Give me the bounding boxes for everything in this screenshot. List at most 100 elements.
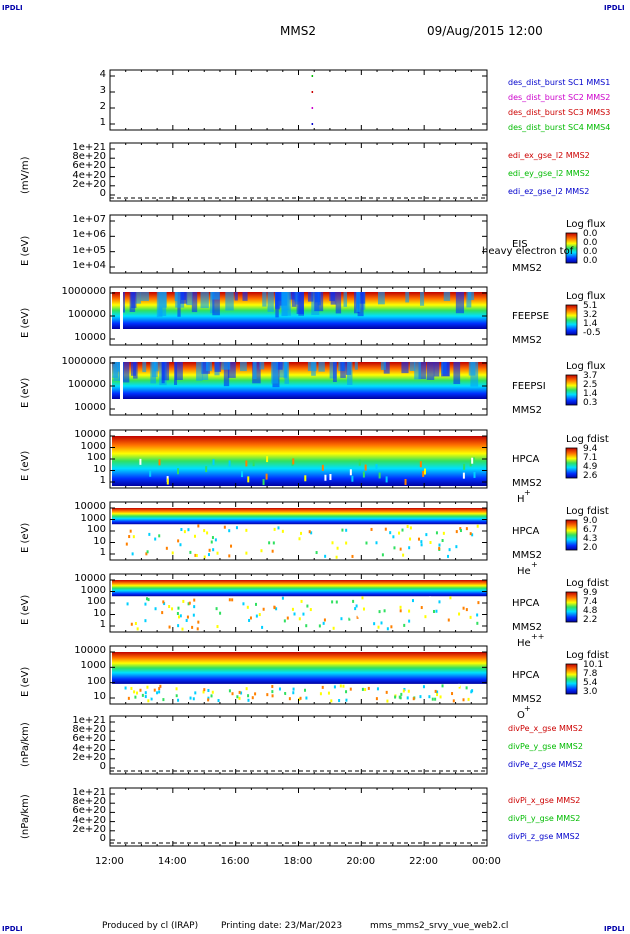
spectrogram-cell (386, 699, 389, 703)
spectrogram-cell (470, 690, 473, 694)
spectrogram-cell (428, 695, 431, 699)
spectrogram-cell (351, 475, 354, 482)
x-tick-label: 00:00 (472, 856, 501, 867)
spectrogram-cell (411, 599, 414, 603)
colorbar-p8 (565, 591, 578, 623)
y-tick-label: 4 (99, 69, 106, 80)
spectrogram-cell (144, 691, 147, 695)
spectrogram-cell (315, 551, 318, 555)
spectrogram-cell (219, 611, 222, 615)
y-tick-label: 1e+05 (72, 244, 106, 256)
spectrogram-cell (307, 292, 314, 302)
spectrogram-cell (347, 699, 350, 703)
corner-label-top-left: IPDLI (2, 4, 23, 12)
spectrogram-cell (452, 551, 455, 555)
spectrogram-cell (335, 555, 338, 559)
spectrogram-cell (349, 615, 352, 619)
spectrogram-cell (255, 602, 258, 606)
spectrogram-cell (136, 550, 139, 554)
spectrogram-cell (203, 555, 206, 559)
spectrogram-cell (460, 547, 463, 551)
spectrogram-cell (329, 606, 332, 610)
spectrogram-cell (284, 608, 287, 612)
spectrogram-cell (211, 536, 214, 540)
spectrogram-cell (405, 292, 410, 303)
spectrogram-cell (196, 685, 199, 689)
spectrogram-cell (399, 605, 402, 609)
spectrogram-cell (197, 524, 200, 528)
colorbar-p3 (565, 232, 578, 264)
spectrogram-cell (336, 546, 339, 550)
spectrogram-cell (230, 544, 233, 548)
spectrogram-cell (429, 596, 432, 600)
spectrogram-cell (321, 464, 324, 471)
y-axis-label: E (eV) (20, 666, 31, 697)
spectrogram-cell (471, 533, 474, 537)
spectrogram-cell (133, 690, 136, 694)
spectrogram-cell (192, 613, 195, 617)
instrument-label: FEEPSE (512, 311, 550, 322)
spectrogram-cell (431, 697, 434, 701)
y-axis-label: E (eV) (20, 594, 31, 625)
x-tick-label: 18:00 (283, 856, 313, 867)
spectrogram-cell (189, 696, 192, 700)
instrument-label: HPCA (512, 598, 540, 609)
colorbar-value: 7.4 (583, 597, 598, 607)
y-tick-label: 1 (99, 547, 106, 558)
spectrogram-cell (420, 292, 425, 306)
spectrogram-cell (122, 362, 130, 383)
spectrogram-cell (130, 686, 133, 690)
y-tick-label: 100 (86, 452, 106, 463)
spectrogram-cell (322, 621, 325, 625)
spectrogram-cell (174, 292, 178, 301)
spectrogram-cell (175, 694, 178, 698)
spectrogram-cell (271, 362, 279, 384)
legend-entry: divPe_y_gse MMS2 (508, 742, 583, 751)
spectrogram-cell (271, 549, 274, 553)
spectrogram-cell (141, 693, 144, 697)
spectrogram-cell (457, 683, 460, 687)
spectrogram-cell (214, 362, 222, 372)
spectrogram-cell (414, 362, 421, 380)
spectrogram-cell (273, 527, 276, 531)
spectrogram-cell (469, 615, 472, 619)
spectrogram-cell (113, 362, 123, 381)
spectrogram-cell (267, 292, 274, 312)
spectrogram-cell (207, 688, 210, 692)
x-tick-label: 16:00 (220, 856, 250, 867)
y-tick-label: 100000 (67, 309, 106, 320)
spectrogram-cell (228, 460, 231, 467)
spectrogram-cell (471, 457, 474, 464)
spectrogram-cell (382, 532, 385, 536)
colorbar-value: 0.0 (583, 247, 598, 257)
y-tick-label: 6e+20 (72, 805, 106, 817)
spectrogram-cell (420, 686, 423, 690)
spectrogram-cell (127, 696, 130, 700)
spectrogram-cell (344, 603, 347, 607)
spectrogram-cell (393, 546, 396, 550)
spectrogram-cell (409, 537, 412, 541)
colorbar-value: 0.0 (583, 238, 598, 248)
spectrogram-cell (321, 685, 324, 689)
spectrogram-cell (145, 597, 148, 601)
spectrogram-cell (223, 362, 230, 387)
spectrogram-cell (134, 695, 137, 699)
y-tick-label: 4e+20 (72, 742, 106, 754)
panel-frame-p11 (109, 787, 488, 847)
spectrogram-cell (380, 362, 386, 370)
spectrogram-cell (260, 549, 263, 553)
spectrogram-cell (281, 529, 284, 533)
spectrogram-cell (284, 362, 289, 384)
spectrogram-cell (408, 609, 411, 613)
colorbar-value: 2.6 (583, 471, 598, 481)
spectrogram-cell (154, 607, 157, 611)
spectrogram-cell (136, 612, 139, 616)
spectrogram-cell (135, 292, 141, 304)
species-charge: + (531, 560, 538, 569)
spectrogram-cell (331, 600, 334, 604)
spectrogram-cell (327, 691, 330, 695)
spectrogram-cell (343, 292, 348, 307)
spectrogram-cell (194, 691, 197, 695)
y-axis-label: E (eV) (20, 450, 31, 481)
